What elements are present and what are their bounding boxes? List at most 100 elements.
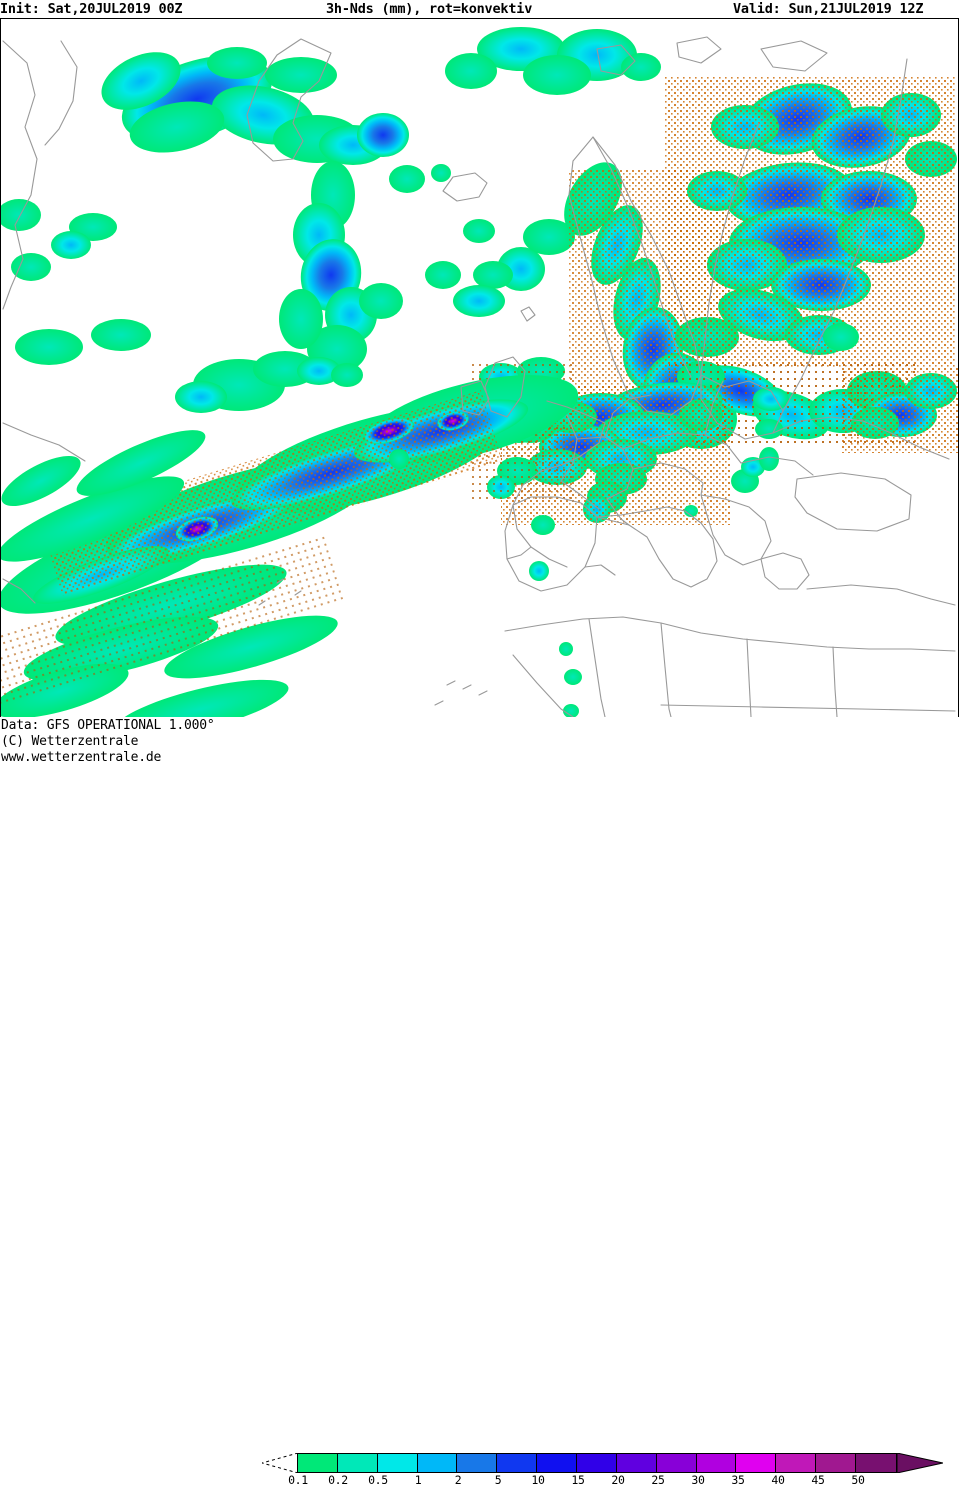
colorbar-tick: 2 (454, 1473, 462, 1487)
colorbar-segment (577, 1454, 617, 1472)
valid-time-label: Valid: Sun,21JUL2019 12Z (733, 1, 924, 17)
colorbar-tick: 25 (651, 1473, 665, 1487)
precipitation-field (1, 27, 958, 717)
map-title: 3h-Nds (mm), rot=konvektiv (326, 1, 533, 17)
border-norway-sweden (592, 136, 692, 378)
coast-italy (596, 506, 718, 588)
border-poland-south (622, 432, 742, 464)
colorbar-tick: 50 (851, 1473, 865, 1487)
border-quebec (44, 40, 78, 146)
coast-anatolia (806, 584, 956, 606)
copyright-label: (C) Wetterzentrale (1, 734, 139, 749)
coast-azores (258, 578, 302, 606)
precip-iberia-africa (529, 505, 698, 717)
convective-stipple-east (665, 77, 955, 367)
precip-iceland-south (279, 161, 425, 373)
border-italy-north (606, 498, 630, 526)
colorbar-segment (497, 1454, 538, 1472)
colorbar-segment (656, 1454, 697, 1472)
map-header: Init: Sat,20JUL2019 00Z 3h-Nds (mm), rot… (0, 0, 959, 18)
border-france-south (560, 480, 600, 510)
colorbar-tick: 1 (414, 1473, 422, 1487)
colorbar-tick: 40 (771, 1473, 785, 1487)
data-source-label: Data: GFS OPERATIONAL 1.000° (1, 718, 215, 733)
precipitation-colorbar[interactable]: 0.1 0.2 0.5 1 2 5 10 15 20 25 30 35 40 45 50 (260, 1452, 959, 1487)
colorbar-segment (616, 1454, 657, 1472)
precip-azores (175, 351, 409, 469)
precip-north-sea-cells (1, 164, 495, 365)
border-russia-east (782, 58, 908, 412)
border-libya-east (746, 638, 752, 717)
coast-balkans (700, 494, 772, 566)
coast-baltic (700, 374, 784, 440)
colorbar-tick: 20 (611, 1473, 625, 1487)
colorbar-tick: 0.2 (328, 1473, 348, 1487)
precip-norwegian-sea (425, 27, 661, 317)
colorbar-tick: 0.1 (288, 1473, 308, 1487)
map-footer: Data: GFS OPERATIONAL 1.000° (C) Wetterz… (0, 717, 959, 1487)
coast-arctic-island (676, 36, 722, 64)
precip-russia-south (841, 367, 958, 453)
border-poland-east (704, 380, 724, 436)
coast-canary-islands (434, 680, 488, 706)
border-portugal-spain (506, 546, 532, 560)
colorbar-segment (776, 1454, 817, 1472)
border-libya-west (660, 622, 672, 717)
colorbar-segment (417, 1454, 458, 1472)
colorbar-tick: 30 (691, 1473, 705, 1487)
coast-bermuda-area (2, 578, 36, 604)
coast-labrador (2, 40, 38, 310)
coast-western-europe (512, 400, 606, 568)
precipitation-map-canvas[interactable] (1, 19, 958, 717)
init-time-label: Init: Sat,20JUL2019 00Z (0, 1, 183, 17)
precip-iceland-arc (101, 47, 409, 165)
border-russia-south (772, 416, 950, 460)
colorbar-tick: 35 (731, 1473, 745, 1487)
map-geography (2, 36, 956, 717)
colorbar-tick: 15 (571, 1473, 585, 1487)
border-austria-hungary (632, 462, 704, 496)
coast-greenland (246, 38, 332, 162)
coast-black-sea (794, 472, 912, 532)
colorbar-tick-labels: 0.1 0.2 0.5 1 2 5 10 15 20 25 30 35 40 45 50 (262, 1473, 959, 1487)
border-finland-russia (700, 122, 760, 376)
colorbar-segment (856, 1454, 896, 1472)
border-france-north (560, 414, 578, 482)
colorbar-segment (736, 1454, 777, 1472)
convective-stipple-atlantic (40, 390, 503, 596)
colorbar-gradient (297, 1453, 897, 1473)
colorbar-segment (537, 1454, 578, 1472)
border-egypt (832, 646, 838, 717)
border-portugal (584, 564, 616, 576)
colorbar-tick: 10 (531, 1473, 545, 1487)
precip-atlantic-trailing (1, 430, 344, 717)
colorbar-segment (816, 1454, 857, 1472)
border-denmark (604, 394, 652, 438)
coast-faroe (520, 306, 536, 322)
colorbar-underflow-arrow-icon (260, 1452, 299, 1474)
map-frame[interactable] (0, 18, 959, 718)
border-morocco (512, 654, 574, 717)
coast-novaya-zemlya (760, 40, 828, 72)
colorbar-segment (377, 1454, 418, 1472)
colorbar-segment (696, 1454, 737, 1472)
coast-svalbard (596, 44, 636, 76)
precip-atlantic-front (1, 375, 579, 614)
precip-eastern-europe (665, 77, 957, 367)
colorbar-segment (457, 1454, 498, 1472)
colorbar-tick: 45 (811, 1473, 825, 1487)
coast-iceland (442, 172, 488, 202)
coast-newfoundland (2, 422, 86, 462)
border-germany (576, 436, 634, 500)
coast-north-africa (504, 616, 956, 652)
coast-scandinavia (568, 136, 702, 416)
border-romania (740, 456, 814, 476)
border-sahel (660, 704, 956, 712)
border-algeria-tunisia (588, 618, 606, 717)
colorbar-segment (337, 1454, 378, 1472)
website-label[interactable]: www.wetterzentrale.de (1, 750, 162, 765)
colorbar-overflow-arrow-icon (896, 1452, 944, 1474)
colorbar-tick: 0.5 (368, 1473, 388, 1487)
map-svg (1, 19, 958, 717)
